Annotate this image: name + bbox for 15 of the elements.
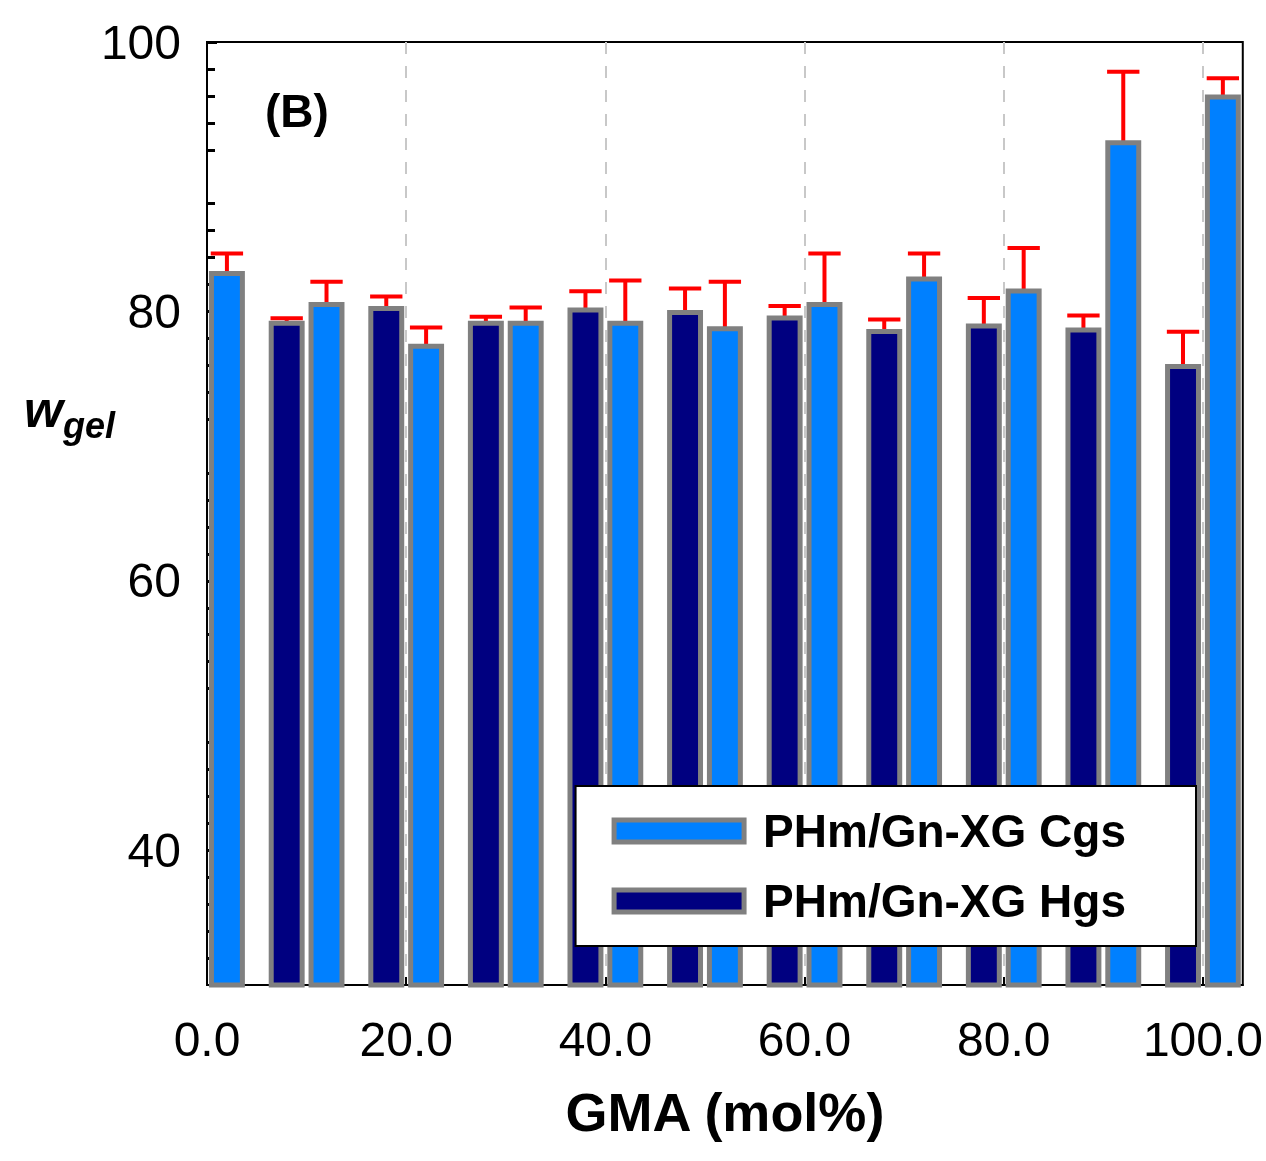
legend-label: PHm/Gn-XG Cgs — [763, 805, 1127, 857]
x-tick-label: 100.0 — [1142, 1012, 1263, 1066]
x-axis-title: GMA (mol%) — [565, 1082, 885, 1142]
y-tick-label: 60 — [127, 554, 181, 608]
y-tick-label: 80 — [127, 284, 181, 338]
x-tick-label: 80.0 — [957, 1012, 1051, 1066]
x-tick-label: 40.0 — [558, 1012, 653, 1066]
annotation: (B) — [265, 85, 329, 137]
x-tick-label: 0.0 — [173, 1012, 241, 1066]
legend-label: PHm/Gn-XG Hgs — [763, 875, 1127, 927]
x-tick-label: 20.0 — [359, 1012, 453, 1066]
y-axis-title: w$_{gel}$ — [24, 382, 115, 446]
y-tick-label: 40 — [127, 823, 181, 877]
y-tick-label: 100 — [100, 15, 181, 69]
x-tick-label: 60.0 — [757, 1012, 852, 1066]
